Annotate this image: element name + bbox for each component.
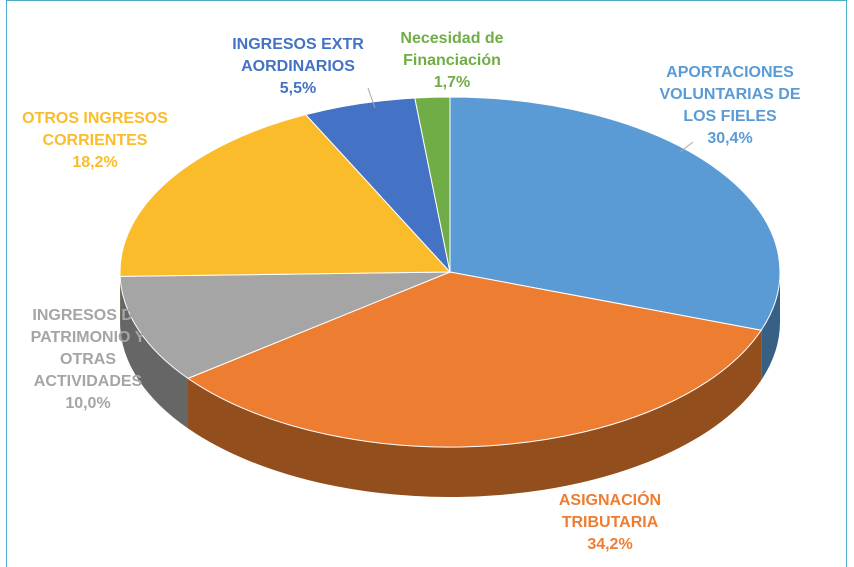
category-label: ASIGNACIÓN TRIBUTARIA	[558, 492, 662, 531]
data-label: APORTACIONES VOLUNTARIAS DE LOS FIELES 30…	[645, 62, 815, 150]
category-label: INGRESOS DE PATRIMONIO Y OTRAS ACTIVIDAD…	[30, 307, 146, 390]
slice-side	[120, 276, 188, 429]
value-label: 5,5%	[279, 80, 317, 97]
slice-side	[761, 272, 781, 381]
slice	[449, 96, 781, 331]
slice-side	[187, 330, 762, 497]
leader-line	[679, 141, 694, 153]
category-label: APORTACIONES VOLUNTARIAS DE LOS FIELES	[659, 64, 801, 125]
slice	[414, 96, 451, 273]
slice	[119, 271, 451, 379]
value-label: 10,0%	[65, 395, 111, 412]
leader-line	[367, 87, 376, 109]
data-label: OTROS INGRESOS CORRIENTES 18,2%	[0, 108, 190, 174]
slice	[186, 271, 763, 448]
data-label: INGRESOS EXTRAORDINARIOS 5,5%	[228, 34, 368, 100]
category-label: INGRESOS EXTRAORDINARIOS	[232, 36, 364, 75]
data-label: Necesidad de Financiación 1,7%	[382, 28, 522, 94]
value-label: 34,2%	[587, 536, 633, 553]
frame	[6, 0, 847, 567]
value-label: 18,2%	[72, 154, 118, 171]
value-label: 30,4%	[707, 130, 753, 147]
slice	[119, 114, 452, 277]
category-label: Necesidad de Financiación	[400, 30, 504, 69]
value-label: 1,7%	[433, 74, 471, 91]
category-label: OTROS INGRESOS CORRIENTES	[22, 110, 168, 149]
data-label: INGRESOS DE PATRIMONIO Y OTRAS ACTIVIDAD…	[8, 305, 168, 415]
data-label: ASIGNACIÓN TRIBUTARIA 34,2%	[540, 490, 680, 556]
